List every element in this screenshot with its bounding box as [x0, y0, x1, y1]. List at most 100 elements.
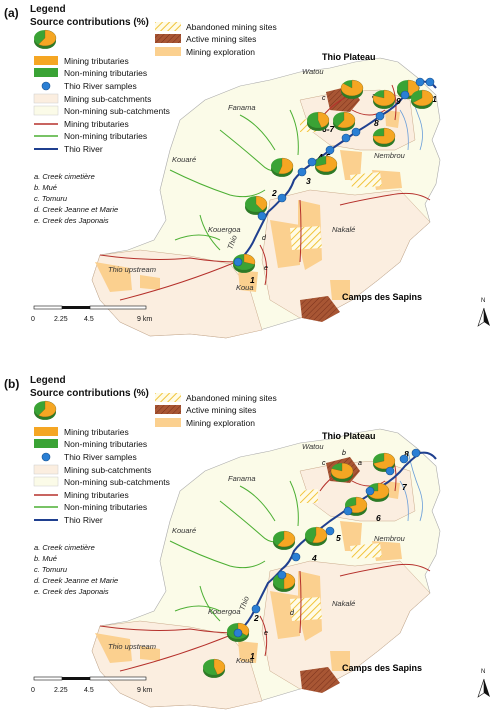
legend-nonmining-subcatchments: Non-mining sub-catchments: [64, 477, 170, 487]
sample-dot: [341, 133, 351, 143]
legend-exploration: Mining exploration: [186, 47, 255, 57]
legend-mining-subcatchments: Mining sub-catchments: [64, 94, 152, 104]
pie-chart-3: [271, 157, 294, 177]
site-label-6-7: 6-7: [322, 124, 336, 134]
place-kouare: Kouaré: [172, 526, 196, 535]
place-kouergoa: Kouergoa: [208, 607, 241, 616]
panel-a: (a) Legend Source contributions (%) Mini…: [0, 0, 500, 350]
pie-chart-8: [372, 127, 396, 147]
legend-symbols: [33, 22, 181, 150]
place-koua: Koua: [236, 283, 254, 292]
tributaries: [99, 79, 431, 301]
place-plateau: Thio Plateau: [322, 431, 376, 441]
sample-dot: [385, 466, 395, 476]
legend-thio-river: Thio River: [64, 144, 103, 154]
sample-dot: [325, 526, 335, 536]
sample-dot: [257, 211, 267, 221]
legend-pie-icon: [34, 400, 57, 420]
legend-active: Active mining sites: [186, 34, 257, 44]
legend-mining-tributaries-line: Mining tributaries: [64, 119, 129, 129]
legend-title: Legend: [30, 375, 66, 386]
panel-b: (b) Legend Source contributions (%) Mini…: [0, 371, 500, 721]
sample-dot: [233, 257, 243, 267]
scale-tick-0: 0: [31, 687, 35, 694]
scale-bar: [33, 305, 147, 310]
creek-letter-e: e: [264, 630, 268, 637]
site-label-5: 5: [336, 533, 341, 543]
sample-dot: [411, 448, 421, 458]
legend-sample-dot: [41, 81, 51, 91]
sample-dot: [400, 90, 410, 100]
legend-mining-tributaries-pie: Mining tributaries: [64, 56, 129, 66]
place-camps: Camps des Sapins: [342, 292, 422, 302]
map: Thio Plateau Camps des Sapins Watou Fanama K…: [33, 22, 490, 339]
place-koua: Koua: [236, 656, 254, 665]
scale-tick-1: 2.25: [54, 687, 68, 694]
creek-a: a. Creek cimetière: [34, 543, 95, 552]
sample-dot: [425, 77, 435, 87]
legend-ncatch-swatch: [33, 476, 59, 487]
pie-chart-2: [245, 195, 268, 215]
scale-bar: [33, 676, 147, 681]
scale-tick-2: 4.5: [84, 687, 94, 694]
pie-chart-6-7: [307, 111, 330, 131]
creek-b: b. Mué: [34, 554, 57, 563]
legend-active-swatch: [155, 34, 181, 43]
site-label-3: 3: [306, 176, 311, 186]
legend-nonmining-tributaries-pie: Non-mining tributaries: [64, 439, 148, 449]
scale-tick-1: 2.25: [54, 316, 68, 323]
legend-mining-tributaries-line: Mining tributaries: [64, 490, 129, 500]
sample-dot: [297, 167, 307, 177]
legend-pie-icon: [34, 29, 57, 49]
legend-abandoned: Abandoned mining sites: [186, 393, 277, 403]
creek-letter-c: c: [322, 95, 326, 102]
creek-b: b. Mué: [34, 183, 57, 192]
sample-dot: [375, 111, 385, 121]
creek-c: c. Tomuru: [34, 565, 68, 574]
creek-letter-e: e: [264, 265, 268, 272]
pie-chart-6-7b: [333, 111, 356, 131]
legend-subtitle: Source contributions (%): [30, 388, 149, 399]
legend-nonmining-tributaries-line: Non-mining tributaries: [64, 131, 148, 141]
sample-dot: [251, 604, 261, 614]
legend-mcatch-swatch: [33, 93, 59, 104]
legend-pie-icon: [34, 29, 57, 49]
place-watou: Watou: [302, 67, 324, 76]
sample-dot: [399, 454, 409, 464]
site-label-7: 7: [402, 482, 408, 492]
legend-nonmining-swatch: [34, 439, 58, 448]
sample-dot: [291, 552, 301, 562]
legend-mining-swatch: [34, 427, 58, 436]
panel-label: (a): [4, 6, 19, 20]
creek-d: d. Creek Jeanne et Marie: [34, 576, 119, 585]
scale-tick-2: 4.5: [84, 316, 94, 323]
place-nembrou: Nembrou: [374, 534, 406, 543]
creek-letter-a: a: [358, 460, 362, 467]
legend-nonmining-subcatchments: Non-mining sub-catchments: [64, 106, 170, 116]
place-nakale: Nakalé: [332, 599, 355, 608]
sample-dot: [325, 145, 335, 155]
legend-mining-subcatchments: Mining sub-catchments: [64, 465, 152, 475]
creek-letter-c: c: [322, 460, 326, 467]
scale-tick-0: 0: [31, 316, 35, 323]
legend-subtitle: Source contributions (%): [30, 17, 149, 28]
site-label-1: 1: [250, 651, 255, 661]
place-watou: Watou: [302, 442, 324, 451]
sample-dot: [343, 506, 353, 516]
pie-chart-1: [203, 658, 226, 678]
site-label-1: 1: [250, 275, 255, 285]
pie-chart-4-5: [315, 155, 338, 175]
site-label-9: 9: [396, 96, 401, 106]
site-label-2: 2: [253, 613, 259, 623]
tributaries: [99, 450, 431, 672]
legend-mcatch-swatch: [33, 464, 59, 475]
place-plateau: Thio Plateau: [322, 52, 376, 62]
sample-dot: [365, 486, 375, 496]
creek-e: e. Creek des Japonais: [34, 587, 109, 596]
sample-dot: [307, 157, 317, 167]
north-label: N: [481, 669, 486, 675]
scale-tick-3: 9 km: [137, 687, 153, 694]
legend-thio-samples: Thio River samples: [64, 81, 137, 91]
sample-dot: [415, 77, 425, 87]
creek-a: a. Creek cimetière: [34, 172, 95, 181]
